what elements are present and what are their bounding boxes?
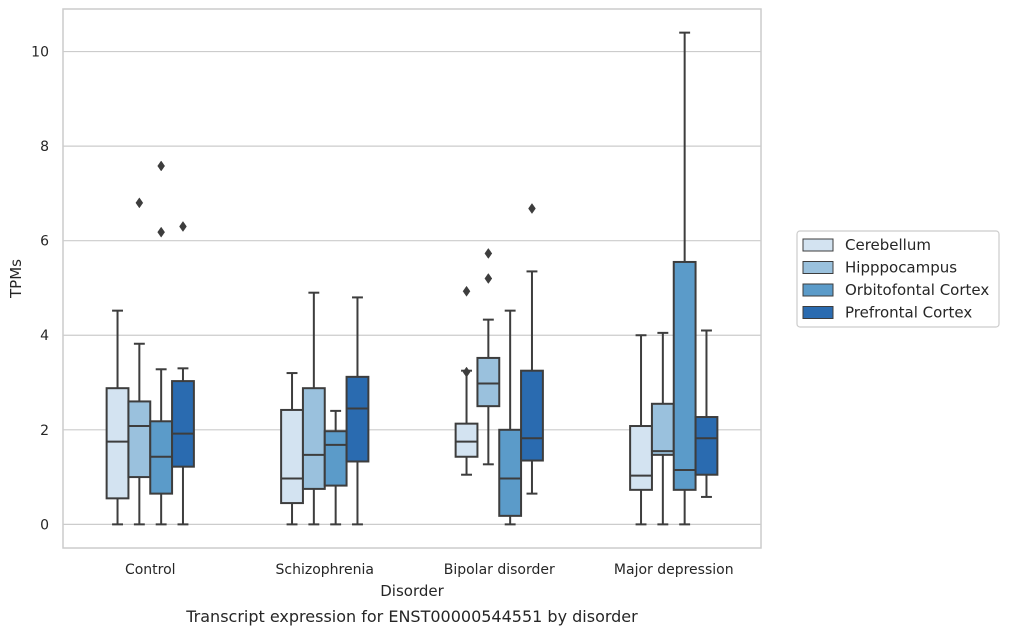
legend-label: Prefrontal Cortex (845, 304, 972, 322)
legend-swatch (802, 261, 834, 274)
outlier-point (135, 197, 144, 209)
y-tick-label: 2 (40, 423, 49, 439)
outlier-point (157, 226, 165, 238)
box (672, 31, 697, 526)
box (694, 329, 719, 498)
box (520, 203, 544, 495)
box (280, 372, 304, 526)
x-tick-label: Major depression (614, 562, 734, 578)
box-plots (105, 31, 719, 526)
box-body (520, 369, 544, 462)
box-body (694, 416, 719, 476)
box (345, 296, 370, 526)
box-body (629, 425, 653, 491)
box-body (498, 428, 523, 517)
plot-frame (62, 8, 762, 549)
box-body (672, 260, 697, 491)
box-body (171, 380, 195, 468)
box (454, 285, 479, 476)
legend-label: Orbitofontal Cortex (845, 281, 989, 299)
outlier-point (462, 366, 471, 378)
outlier-point (462, 285, 471, 297)
y-tick-labels: 0 2 4 6 8 10 (31, 45, 49, 534)
outlier-point (179, 221, 187, 232)
y-tick-label: 0 (40, 517, 49, 533)
box (476, 248, 501, 466)
legend: Cerebellum Hipppocampus Orbitofontal Corte… (796, 230, 1000, 328)
box-body (280, 408, 304, 505)
legend-label: Hipppocampus (845, 259, 957, 277)
y-axis-label: TPMs (7, 259, 25, 299)
outlier-point (484, 273, 493, 284)
box-body (301, 387, 326, 490)
outlier-point (157, 160, 165, 172)
box-body (454, 422, 479, 458)
legend-swatch (802, 283, 834, 297)
box (498, 309, 523, 526)
box-body (650, 402, 675, 456)
legend-frame (796, 230, 1000, 328)
legend-label: Cerebellum (845, 236, 931, 254)
legend-swatch (802, 238, 834, 252)
box (127, 197, 152, 526)
outlier-point (528, 203, 536, 214)
x-tick-label: Bipolar disorder (444, 562, 555, 578)
y-tick-label: 10 (31, 45, 49, 61)
x-tick-label: Schizophrenia (276, 562, 374, 578)
box (650, 331, 675, 526)
box (629, 334, 653, 526)
y-tick-label: 8 (40, 139, 49, 155)
box (171, 221, 195, 526)
box (149, 160, 174, 526)
box-body (345, 375, 370, 463)
y-tick-label: 4 (40, 328, 49, 344)
x-axis-label: Disorder (380, 582, 444, 600)
y-tick-label: 6 (40, 234, 49, 250)
x-tick-label: Control (125, 562, 176, 578)
chart-caption: Transcript expression for ENST0000054455… (185, 607, 638, 626)
box-body (323, 430, 348, 487)
outlier-point (484, 248, 493, 259)
box (323, 409, 348, 526)
box-body (127, 400, 152, 479)
box-body (476, 356, 501, 408)
box-body (105, 387, 130, 500)
box (301, 291, 326, 526)
box (105, 309, 130, 526)
legend-swatch (802, 306, 834, 319)
x-tick-labels: Control Schizophrenia Bipolar disorder Majo… (125, 562, 734, 578)
